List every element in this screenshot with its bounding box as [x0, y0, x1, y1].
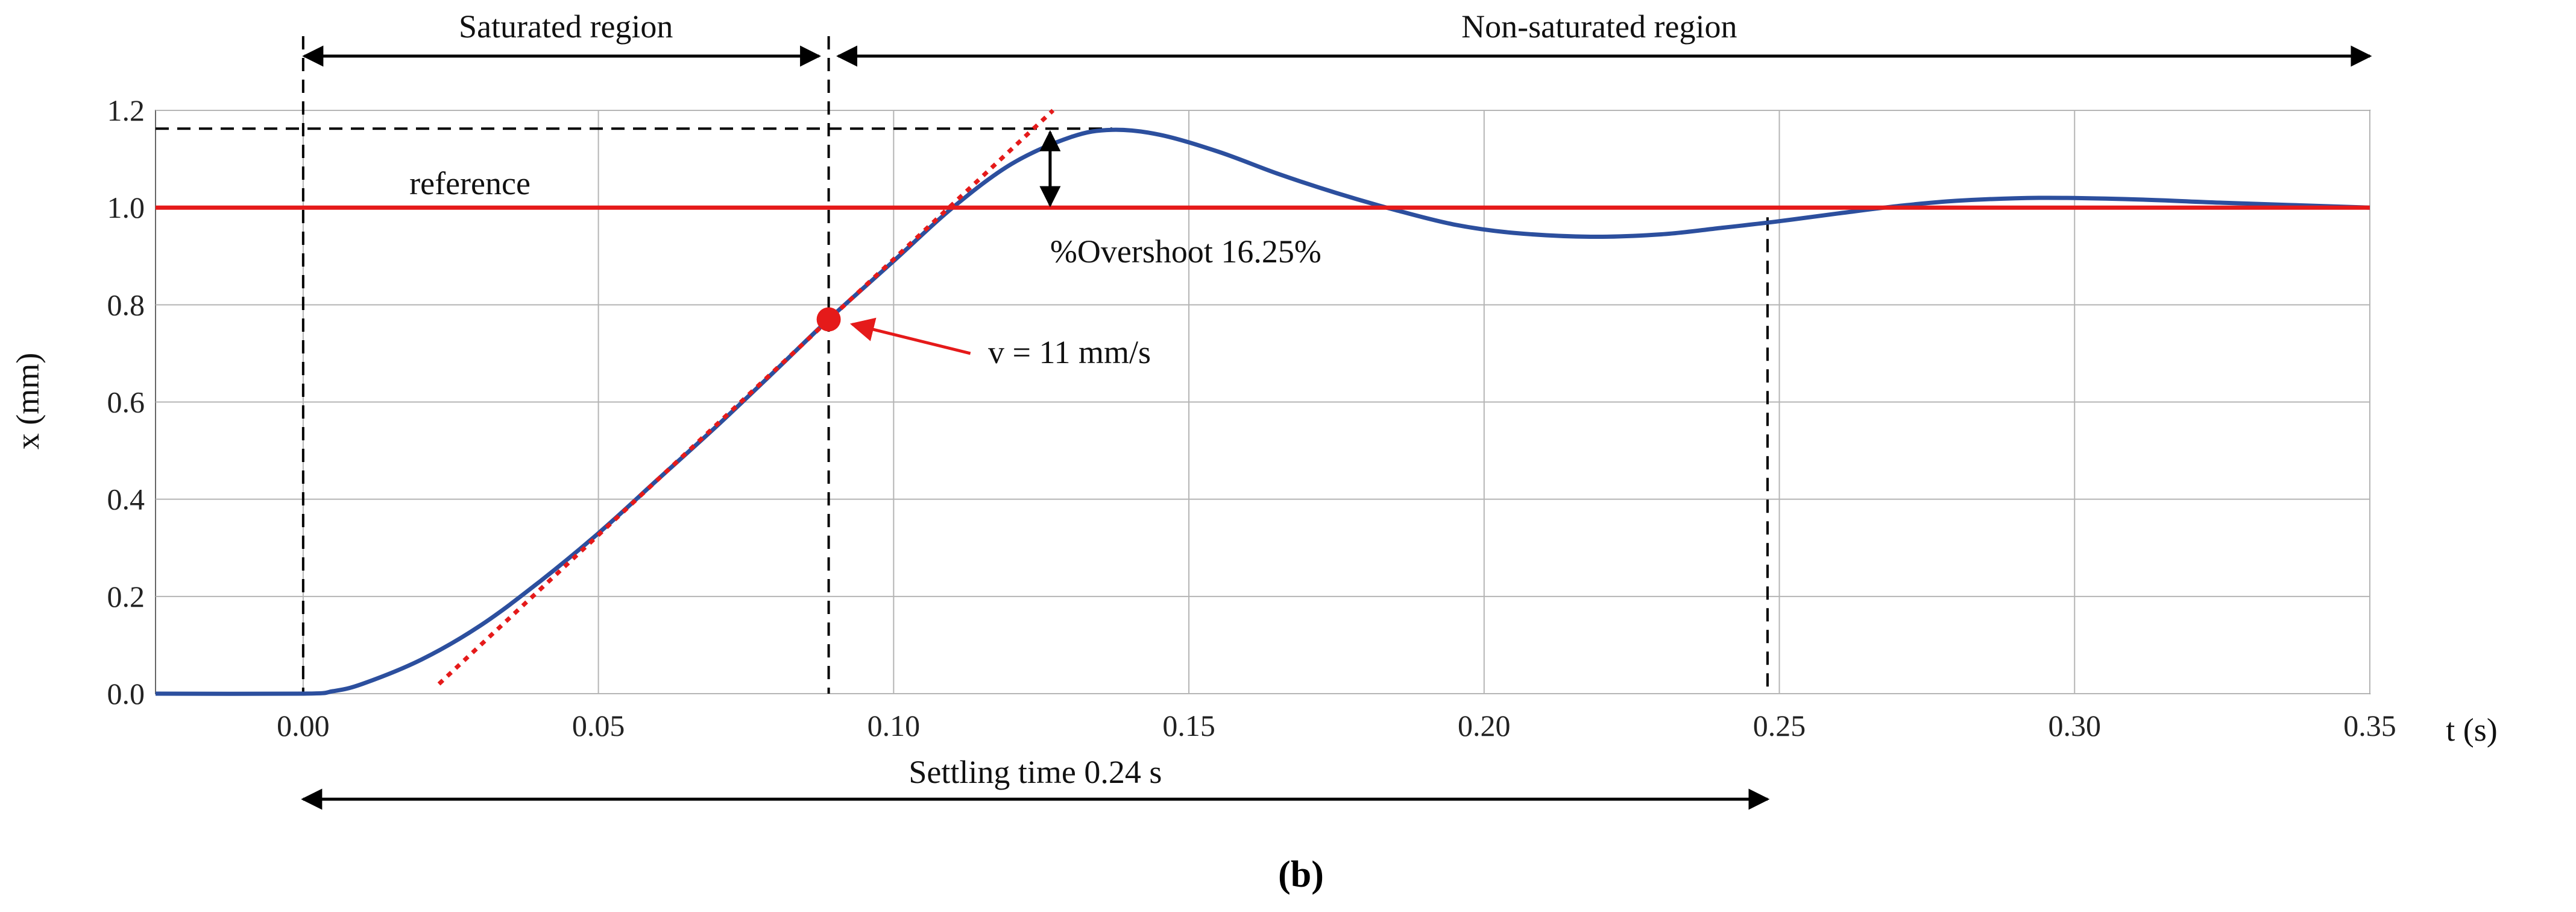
- velocity-label: v = 11 mm/s: [988, 334, 1151, 370]
- x-tick-label: 0.25: [1753, 709, 1806, 743]
- velocity-arrow: [849, 317, 971, 355]
- x-tick-label: 0.15: [1162, 709, 1215, 743]
- y-tick-label: 1.0: [107, 191, 145, 224]
- annotations: Saturated region Non-saturated region Sett…: [301, 8, 2372, 810]
- velocity-point-marker: [816, 307, 841, 332]
- saturated-region-label: Saturated region: [459, 8, 673, 45]
- y-tick-label: 0.2: [107, 580, 145, 613]
- series-tangent: [437, 109, 1055, 686]
- x-tick-label: 0.20: [1458, 709, 1511, 743]
- reference-label: reference: [409, 165, 531, 201]
- series-group: [155, 109, 2370, 696]
- tick-labels: 0.00 0.05 0.10 0.15 0.20 0.25 0.30 0.35 0.0 0.2 0.…: [107, 93, 2396, 743]
- figure-caption: (b): [1278, 854, 1324, 895]
- x-tick-label: 0.30: [2049, 709, 2102, 743]
- guide-lines: [156, 36, 1769, 694]
- x-tick-label: 0.35: [2343, 709, 2396, 743]
- y-tick-label: 0.0: [107, 677, 145, 711]
- y-tick-label: 0.6: [107, 385, 145, 419]
- x-tick-label: 0.05: [572, 709, 625, 743]
- x-axis-label: t (s): [2446, 712, 2497, 748]
- x-tick-label: 0.10: [868, 709, 921, 743]
- y-tick-label: 1.2: [107, 93, 145, 127]
- x-tick-label: 0.00: [277, 709, 330, 743]
- non-saturated-region-label: Non-saturated region: [1461, 8, 1737, 45]
- y-tick-label: 0.8: [107, 288, 145, 321]
- overshoot-label: %Overshoot 16.25%: [1050, 233, 1321, 270]
- settling-time-label: Settling time 0.24 s: [909, 754, 1162, 790]
- y-axis-label: x (mm): [10, 353, 46, 449]
- y-tick-label: 0.4: [107, 483, 145, 516]
